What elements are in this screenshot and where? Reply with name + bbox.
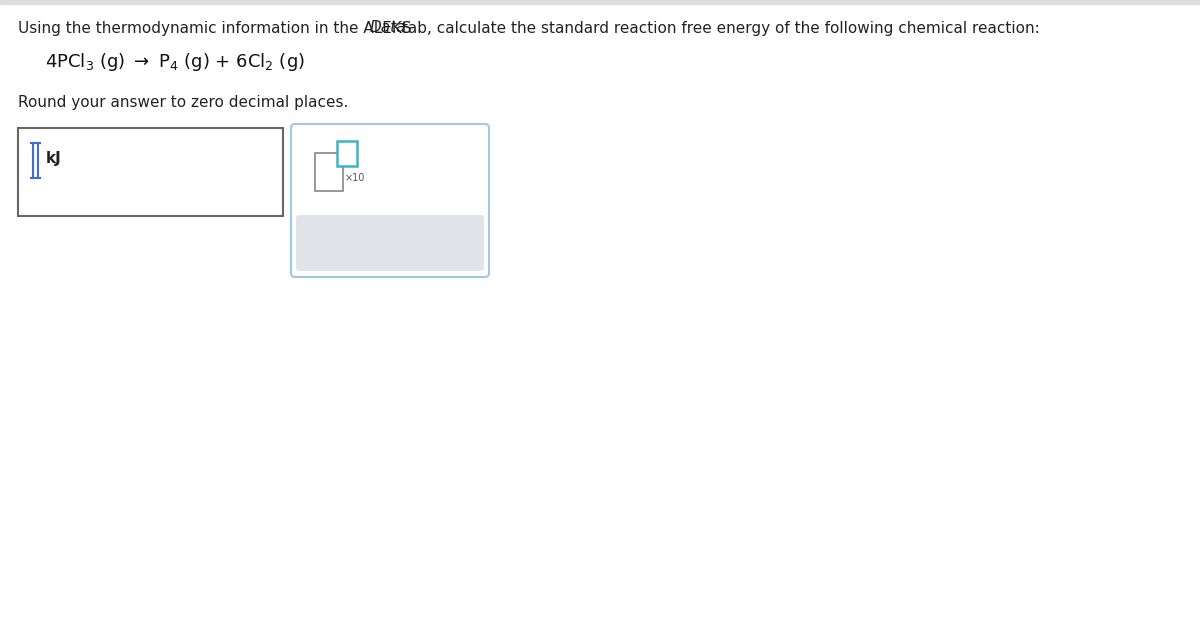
- Text: Using the thermodynamic information in the ALEKS: Using the thermodynamic information in t…: [18, 21, 416, 35]
- Text: ×: ×: [326, 234, 340, 252]
- FancyBboxPatch shape: [292, 124, 490, 277]
- Text: Round your answer to zero decimal places.: Round your answer to zero decimal places…: [18, 96, 348, 111]
- Bar: [314, 153, 343, 191]
- FancyBboxPatch shape: [296, 215, 484, 271]
- Bar: [0, 0, 1200, 4]
- Text: 4PCl$_3$ (g) $\rightarrow$ P$_4$ (g) + 6Cl$_2$ (g): 4PCl$_3$ (g) $\rightarrow$ P$_4$ (g) + 6…: [46, 51, 305, 73]
- Bar: [337, 141, 358, 166]
- Text: tab, calculate the standard reaction free energy of the following chemical react: tab, calculate the standard reaction fre…: [397, 21, 1039, 35]
- Text: ×10: ×10: [346, 173, 365, 182]
- Text: kJ: kJ: [46, 150, 61, 165]
- Text: ↺: ↺: [383, 234, 397, 252]
- Text: Data: Data: [370, 21, 407, 35]
- Text: ?: ?: [443, 234, 451, 252]
- Bar: [18, 128, 283, 216]
